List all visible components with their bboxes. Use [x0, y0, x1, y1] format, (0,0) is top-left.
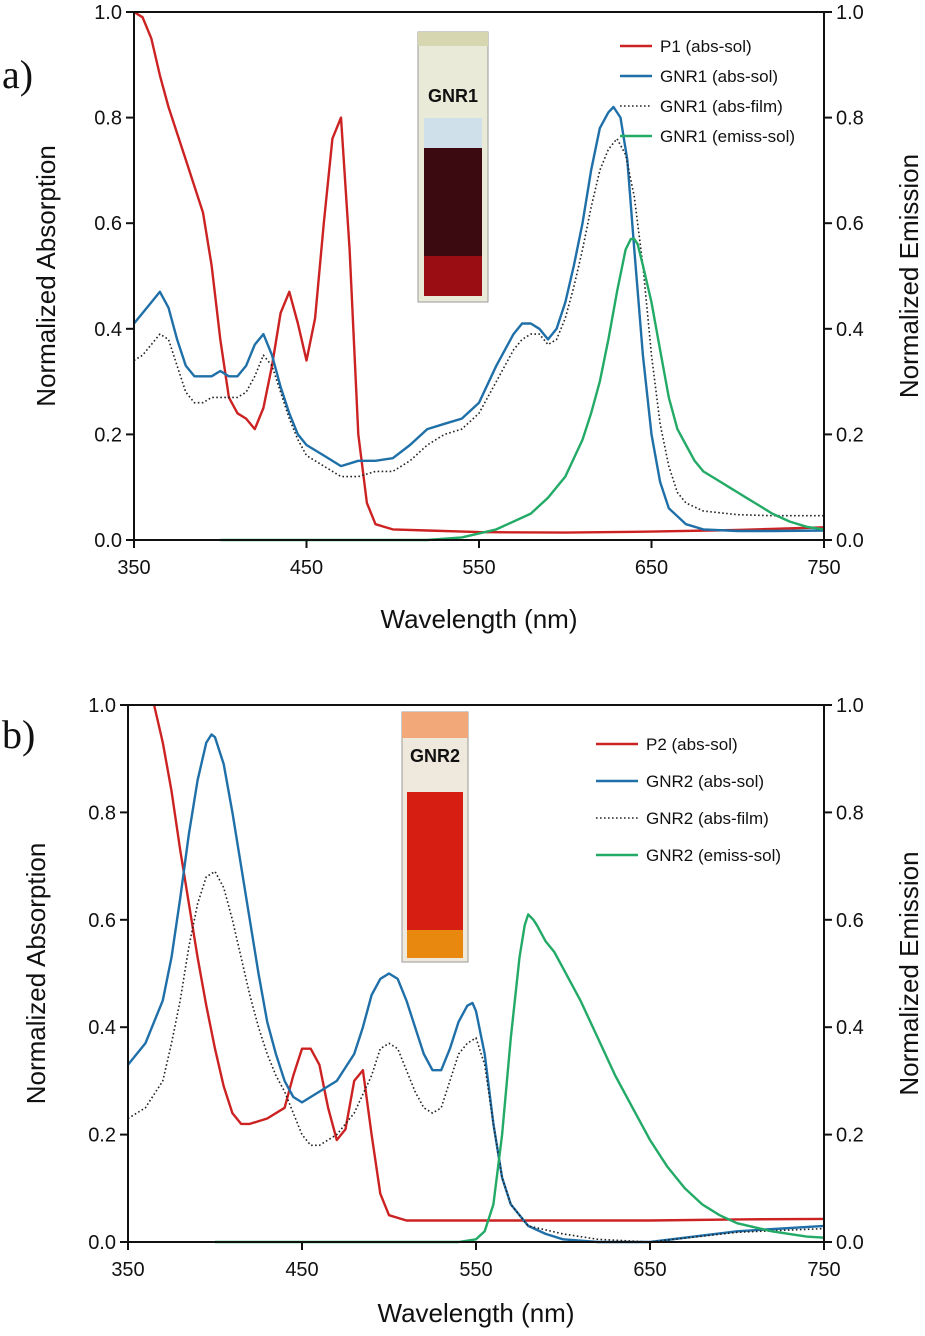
y2-tick-label: 0.2 [836, 424, 864, 446]
x-tick-label: 550 [459, 1259, 492, 1281]
y-axis-label: Normalized Absorption [31, 145, 61, 407]
legend-label: GNR2 (emiss-sol) [646, 846, 781, 865]
y-tick-label: 1.0 [94, 2, 122, 24]
cuvette-inset: GNR1 [417, 31, 489, 303]
cuvette-meniscus [424, 118, 482, 148]
x-axis-label: Wavelength (nm) [381, 604, 578, 634]
y2-tick-label: 0.2 [836, 1125, 864, 1147]
y-tick-label: 0.2 [94, 424, 122, 446]
cuvette-solution [407, 792, 463, 930]
chart-panel-b: b) 350 450 550 650 750 0.0 0.0 0.2 0.2 0.4 0.4 0.6 0… [2, 695, 924, 1328]
panel-label: b) [2, 712, 35, 757]
y-tick-label: 0.6 [88, 910, 116, 932]
y-tick-label: 0.0 [88, 1232, 116, 1254]
y-axis-label: Normalized Absorption [21, 843, 51, 1105]
x-tick-label: 350 [117, 557, 150, 579]
series-line-2 [133, 105, 825, 533]
x-tick-label: 450 [290, 557, 323, 579]
x-tick-label: 750 [807, 557, 840, 579]
x-tick-label: 550 [462, 557, 495, 579]
y-tick-label: 1.0 [88, 695, 116, 717]
legend: P1 (abs-sol) GNR1 (abs-sol) GNR1 (abs-film… [620, 37, 795, 146]
y-tick-label: 0.4 [88, 1017, 116, 1039]
series-line-4 [220, 237, 825, 542]
y2-tick-label: 1.0 [836, 2, 864, 24]
legend-label: GNR2 (abs-sol) [646, 772, 764, 791]
panel-label: a) [2, 52, 33, 97]
y-tick-label: 0.2 [88, 1125, 116, 1147]
y2-tick-label: 0.4 [836, 1017, 864, 1039]
y-tick-label: 0.8 [94, 108, 122, 130]
x-tick-label: 650 [635, 557, 668, 579]
legend: P2 (abs-sol) GNR2 (abs-sol) GNR2 (abs-film… [596, 735, 781, 865]
ticks-layer: 350 450 550 650 750 0.0 0.0 0.2 0.2 0.4 0.4 0.6 0.6 0… [31, 2, 924, 634]
cuvette-solution-bottom [407, 930, 463, 958]
cuvette-cap [418, 32, 488, 46]
legend-label: GNR1 (abs-film) [660, 97, 783, 116]
y2-axis-label: Normalized Emission [894, 851, 924, 1095]
cuvette-inset: GNR2 [401, 711, 469, 963]
cuvette-solution [424, 148, 482, 256]
series-line-3 [127, 870, 825, 1243]
legend-label: P1 (abs-sol) [660, 37, 752, 56]
legend-label: GNR1 (emiss-sol) [660, 127, 795, 146]
x-tick-label: 350 [111, 1259, 144, 1281]
x-tick-label: 750 [807, 1259, 840, 1281]
y2-tick-label: 0.6 [836, 213, 864, 235]
y2-tick-label: 0.0 [836, 530, 864, 552]
y-tick-label: 0.4 [94, 319, 122, 341]
chart-panel-a: a) 350 450 550 650 750 0.0 0.0 0.2 0.2 0.4 0.4 0.6 0… [2, 2, 924, 634]
y2-tick-label: 0.6 [836, 910, 864, 932]
series-line-4 [215, 913, 825, 1244]
legend-label: GNR1 (abs-sol) [660, 67, 778, 86]
y2-tick-label: 0.4 [836, 319, 864, 341]
y2-tick-label: 0.0 [836, 1232, 864, 1254]
x-tick-label: 650 [633, 1259, 666, 1281]
y-tick-label: 0.0 [94, 530, 122, 552]
cuvette-solution-bottom [424, 256, 482, 296]
y2-tick-label: 1.0 [836, 695, 864, 717]
cuvette-label: GNR2 [410, 746, 460, 766]
cuvette-cap [402, 712, 468, 738]
y2-axis-label: Normalized Emission [894, 154, 924, 398]
y-tick-label: 0.8 [88, 802, 116, 824]
y-tick-label: 0.6 [94, 213, 122, 235]
series-line-1 [152, 704, 825, 1222]
ticks-layer: 350 450 550 650 750 0.0 0.0 0.2 0.2 0.4 0.4 0.6 0.6 0… [21, 695, 924, 1328]
cuvette-label: GNR1 [428, 86, 478, 106]
series-line-1 [133, 10, 825, 534]
legend-label: GNR2 (abs-film) [646, 809, 769, 828]
series-layer [133, 10, 825, 542]
legend-label: P2 (abs-sol) [646, 735, 738, 754]
y2-tick-label: 0.8 [836, 108, 864, 130]
x-tick-label: 450 [285, 1259, 318, 1281]
series-layer [127, 704, 825, 1244]
x-axis-label: Wavelength (nm) [378, 1298, 575, 1328]
y2-tick-label: 0.8 [836, 802, 864, 824]
